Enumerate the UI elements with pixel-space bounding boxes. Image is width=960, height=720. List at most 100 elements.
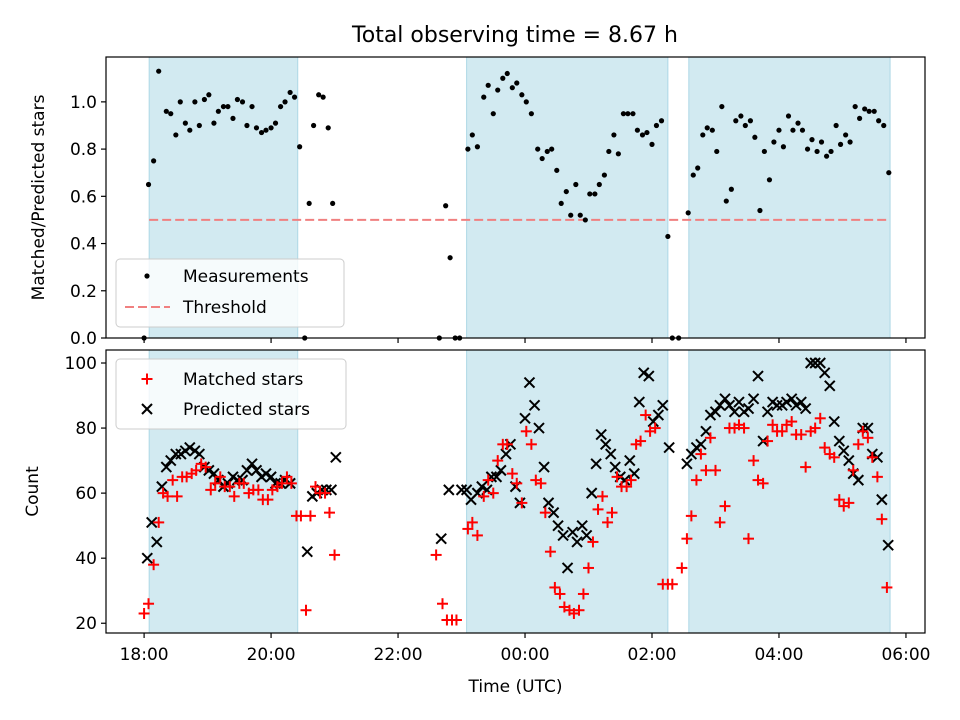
predicted-star-point-94-b <box>728 406 741 418</box>
predicted-star-point-120 <box>852 474 865 486</box>
predicted-star-point-112 <box>814 357 826 369</box>
matched-star-point-104 <box>748 455 760 467</box>
measurement-point-112 <box>795 120 801 126</box>
matched-star-point-45 <box>450 614 462 626</box>
predicted-star-point-57-b <box>538 461 550 473</box>
predicted-star-point-56 <box>533 422 545 434</box>
matched-star-point-14 <box>205 484 217 496</box>
predicted-star-point-44 <box>476 480 488 493</box>
predicted-star-point-54 <box>523 376 536 389</box>
measurement-point-80 <box>634 127 640 133</box>
matched-star-point-34 <box>300 604 312 616</box>
measurement-point-48 <box>481 94 487 100</box>
measurement-point-111 <box>790 127 796 133</box>
predicted-star-point-53 <box>519 412 531 425</box>
matched-star-point-1 <box>143 598 155 610</box>
measurement-point-122 <box>843 132 849 138</box>
matched-star-point-127 <box>857 425 869 437</box>
measurement-point-61 <box>544 148 550 155</box>
measurement-point-25 <box>263 127 269 133</box>
count-shaded-span-2 <box>688 349 891 634</box>
predicted-star-point-126-b <box>882 539 894 551</box>
measurement-point-75 <box>611 132 617 138</box>
predicted-star-point-61 <box>557 529 569 542</box>
matched-star-point-77 <box>611 471 623 483</box>
predicted-star-point-109-b <box>799 402 812 415</box>
measurement-point-84 <box>653 122 660 129</box>
predicted-star-point-107-b <box>790 399 802 412</box>
matched-star-point-29 <box>276 477 288 489</box>
measurement-point-99 <box>733 118 739 124</box>
measurement-point-34 <box>306 200 312 207</box>
measurement-point-38 <box>325 125 331 131</box>
count-legend-box <box>115 358 347 430</box>
predicted-star-point-2 <box>151 536 163 548</box>
matched-star-point-63 <box>544 546 556 558</box>
matched-star-point-98 <box>719 500 731 512</box>
predicted-star-point-98 <box>747 393 760 405</box>
measurement-point-73 <box>601 172 607 178</box>
matched-star-point-130 <box>871 471 883 483</box>
predicted-star-point-53-b <box>519 412 531 425</box>
predicted-star-point-110 <box>805 357 817 369</box>
predicted-star-point-87 <box>695 438 707 451</box>
matched-star-point-124 <box>843 497 855 509</box>
predicted-star-point-39 <box>443 484 455 496</box>
measurement-point-19 <box>234 96 241 103</box>
measurement-point-116 <box>814 148 820 155</box>
ratio-y-ticks: 0.0 0.2 0.4 0.6 0.8 1.0 <box>70 93 106 349</box>
predicted-star-point-25-b <box>260 467 272 480</box>
measurement-point-37 <box>320 94 326 100</box>
measurement-point-128 <box>871 108 877 114</box>
predicted-star-point-54-b <box>523 376 536 389</box>
predicted-star-point-91-b <box>714 399 726 412</box>
measurement-point-36 <box>316 92 322 98</box>
legend-predicted-marker-b <box>141 403 153 415</box>
predicted-star-point-82 <box>657 399 669 412</box>
predicted-star-point-126 <box>882 539 894 551</box>
measurement-point-94 <box>709 127 715 133</box>
measurement-point-53 <box>504 70 510 77</box>
matched-star-point-74 <box>596 490 608 502</box>
predicted-star-point-103-b <box>771 399 783 412</box>
measurement-point-126 <box>862 106 868 112</box>
matched-star-point-114 <box>795 429 807 441</box>
measurement-point-58 <box>528 111 534 117</box>
count-y-tick-label-1: 40 <box>75 549 97 569</box>
measurement-point-79 <box>630 111 636 117</box>
predicted-star-point-61-b <box>557 529 569 542</box>
predicted-star-point-106 <box>785 393 798 405</box>
predicted-star-point-98-b <box>747 393 760 405</box>
predicted-star-point-11-b <box>193 448 206 460</box>
ratio-axes-frame <box>105 56 926 339</box>
matched-star-point-90 <box>681 533 693 545</box>
predicted-star-point-38 <box>435 532 447 545</box>
matched-star-point-30 <box>281 471 293 483</box>
measurement-point-12 <box>201 96 208 103</box>
predicted-star-point-5-b <box>165 454 177 467</box>
predicted-star-point-79-b <box>643 370 655 382</box>
measurement-point-51 <box>495 87 501 93</box>
count-x-tick-label-4: 02:00 <box>628 645 677 665</box>
predicted-star-point-97-b <box>742 402 755 415</box>
measurement-point-23 <box>253 125 260 131</box>
predicted-star-point-70 <box>599 438 612 451</box>
predicted-star-point-62-b <box>561 562 574 574</box>
predicted-star-point-117-b <box>838 445 850 457</box>
count-legend: Matched stars Predicted stars <box>115 358 347 430</box>
measurement-point-74 <box>606 148 612 155</box>
predicted-star-point-113 <box>818 367 831 379</box>
matched-star-point-18 <box>224 481 236 493</box>
count-y-tick-label-0: 20 <box>75 614 97 634</box>
predicted-star-point-78 <box>638 367 650 379</box>
predicted-star-point-48-b <box>495 464 507 477</box>
ratio-x-ticks <box>143 338 907 343</box>
measurement-point-27 <box>272 120 279 126</box>
predicted-star-point-0 <box>141 552 153 564</box>
measurement-point-10 <box>192 99 198 105</box>
predicted-star-point-69 <box>595 428 607 441</box>
measurement-point-45 <box>465 146 471 152</box>
matched-star-point-125 <box>847 464 859 476</box>
measurement-point-49 <box>485 82 491 88</box>
matched-star-point-61 <box>535 477 547 489</box>
